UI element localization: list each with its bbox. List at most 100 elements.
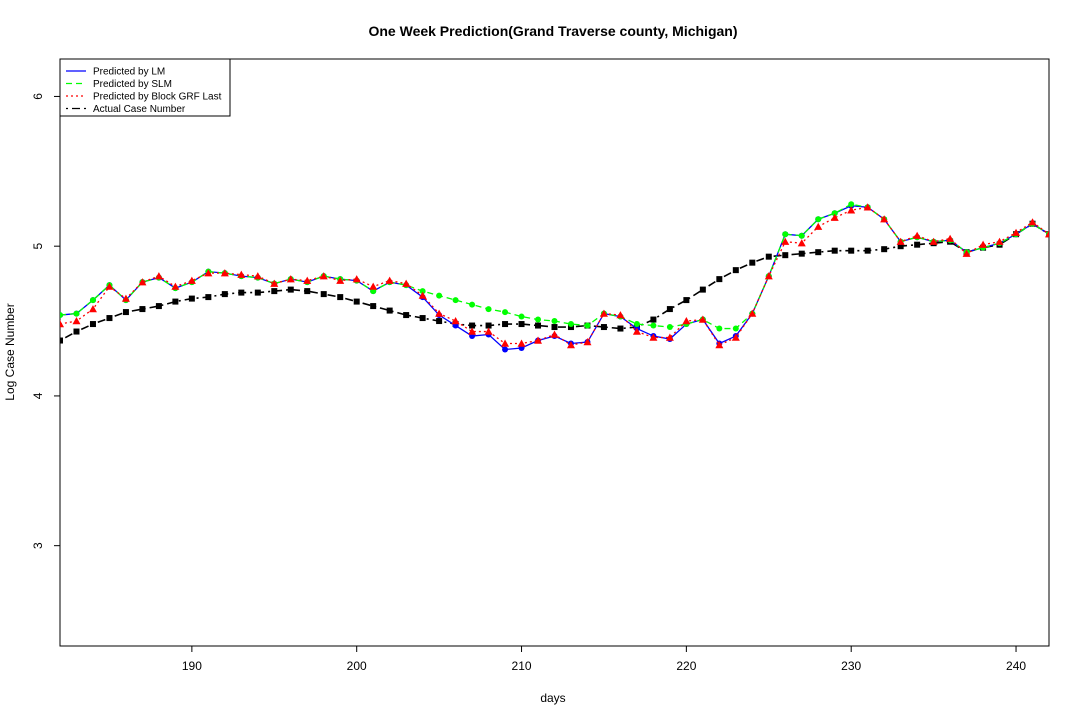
data-point: [337, 294, 344, 301]
data-point: [748, 309, 757, 317]
data-point: [237, 270, 246, 278]
data-point: [88, 305, 97, 313]
data-point: [319, 272, 328, 280]
data-point: [666, 306, 673, 313]
data-point: [138, 278, 147, 286]
data-point: [798, 232, 805, 239]
data-point: [336, 276, 345, 284]
data-point: [502, 321, 509, 328]
data-point: [715, 341, 724, 349]
data-point: [749, 259, 756, 266]
data-point: [914, 241, 921, 248]
legend-box: [59, 58, 231, 117]
data-point: [682, 317, 691, 325]
data-point: [732, 325, 739, 332]
data-point: [73, 328, 80, 335]
data-point: [271, 288, 278, 295]
y-axis: 3 4 5 6: [31, 93, 60, 549]
data-point: [881, 246, 888, 253]
data-point: [106, 315, 113, 322]
data-point: [864, 247, 871, 254]
data-point: [781, 237, 790, 245]
x-axis-label: days: [540, 691, 565, 705]
data-point: [254, 289, 261, 296]
x-tick-label: 190: [182, 659, 202, 673]
data-point: [716, 325, 723, 332]
y-tick-label: 4: [31, 392, 45, 399]
data-point: [502, 309, 509, 316]
data-point: [535, 322, 542, 329]
data-point: [584, 322, 591, 329]
data-point: [502, 346, 509, 353]
data-point: [238, 289, 245, 296]
data-point: [253, 272, 262, 280]
data-point: [814, 222, 823, 230]
data-point: [566, 341, 575, 349]
data-point: [72, 317, 81, 325]
series-2: [60, 203, 1049, 349]
data-point: [484, 327, 493, 335]
data-point: [436, 318, 443, 325]
data-point: [468, 327, 477, 335]
data-point: [418, 291, 427, 299]
data-point: [205, 294, 212, 301]
data-point: [105, 282, 114, 290]
data-point: [665, 333, 674, 341]
data-point: [171, 282, 180, 290]
y-tick-label: 3: [31, 542, 45, 549]
data-point: [60, 320, 64, 328]
data-point: [782, 231, 789, 238]
series-1: [60, 201, 1049, 332]
legend-entry: Predicted by Block GRF Last: [93, 92, 222, 103]
data-point: [797, 239, 806, 247]
data-point: [699, 286, 706, 293]
x-tick-label: 210: [512, 659, 532, 673]
data-point: [815, 216, 822, 223]
data-point: [485, 322, 492, 329]
data-point: [221, 291, 228, 298]
data-point: [880, 215, 889, 223]
data-point: [518, 313, 525, 320]
data-point: [583, 338, 592, 346]
chart-title: One Week Prediction(Grand Traverse count…: [368, 23, 737, 39]
data-point: [385, 276, 394, 284]
data-point: [501, 339, 510, 347]
y-tick-label: 6: [31, 93, 45, 100]
legend-entry: Predicted by SLM: [93, 79, 172, 90]
data-point: [286, 275, 295, 283]
data-point: [517, 339, 526, 347]
data-point: [89, 321, 96, 328]
data-point: [683, 297, 690, 304]
data-point: [830, 213, 839, 221]
data-point: [220, 269, 229, 277]
data-point: [419, 315, 426, 322]
data-point: [403, 312, 410, 319]
data-point: [798, 250, 805, 257]
series-3: [60, 220, 1049, 344]
data-point: [122, 309, 129, 316]
data-point: [370, 303, 377, 310]
data-point: [535, 316, 542, 323]
data-point: [320, 291, 327, 298]
data-point: [402, 279, 411, 287]
data-point: [139, 306, 146, 313]
data-point: [469, 301, 476, 308]
series-layer: [60, 201, 1049, 353]
data-point: [649, 333, 658, 341]
data-point: [831, 210, 838, 217]
data-point: [616, 311, 625, 319]
data-point: [369, 282, 378, 290]
data-point: [188, 295, 195, 302]
data-point: [435, 309, 444, 317]
data-point: [1045, 230, 1049, 238]
data-point: [303, 276, 312, 284]
x-tick-label: 200: [347, 659, 367, 673]
data-point: [567, 321, 574, 328]
data-point: [716, 276, 723, 283]
data-point: [155, 303, 162, 310]
data-point: [1028, 218, 1037, 226]
data-point: [979, 240, 988, 248]
data-point: [1012, 228, 1021, 236]
data-point: [896, 237, 905, 245]
